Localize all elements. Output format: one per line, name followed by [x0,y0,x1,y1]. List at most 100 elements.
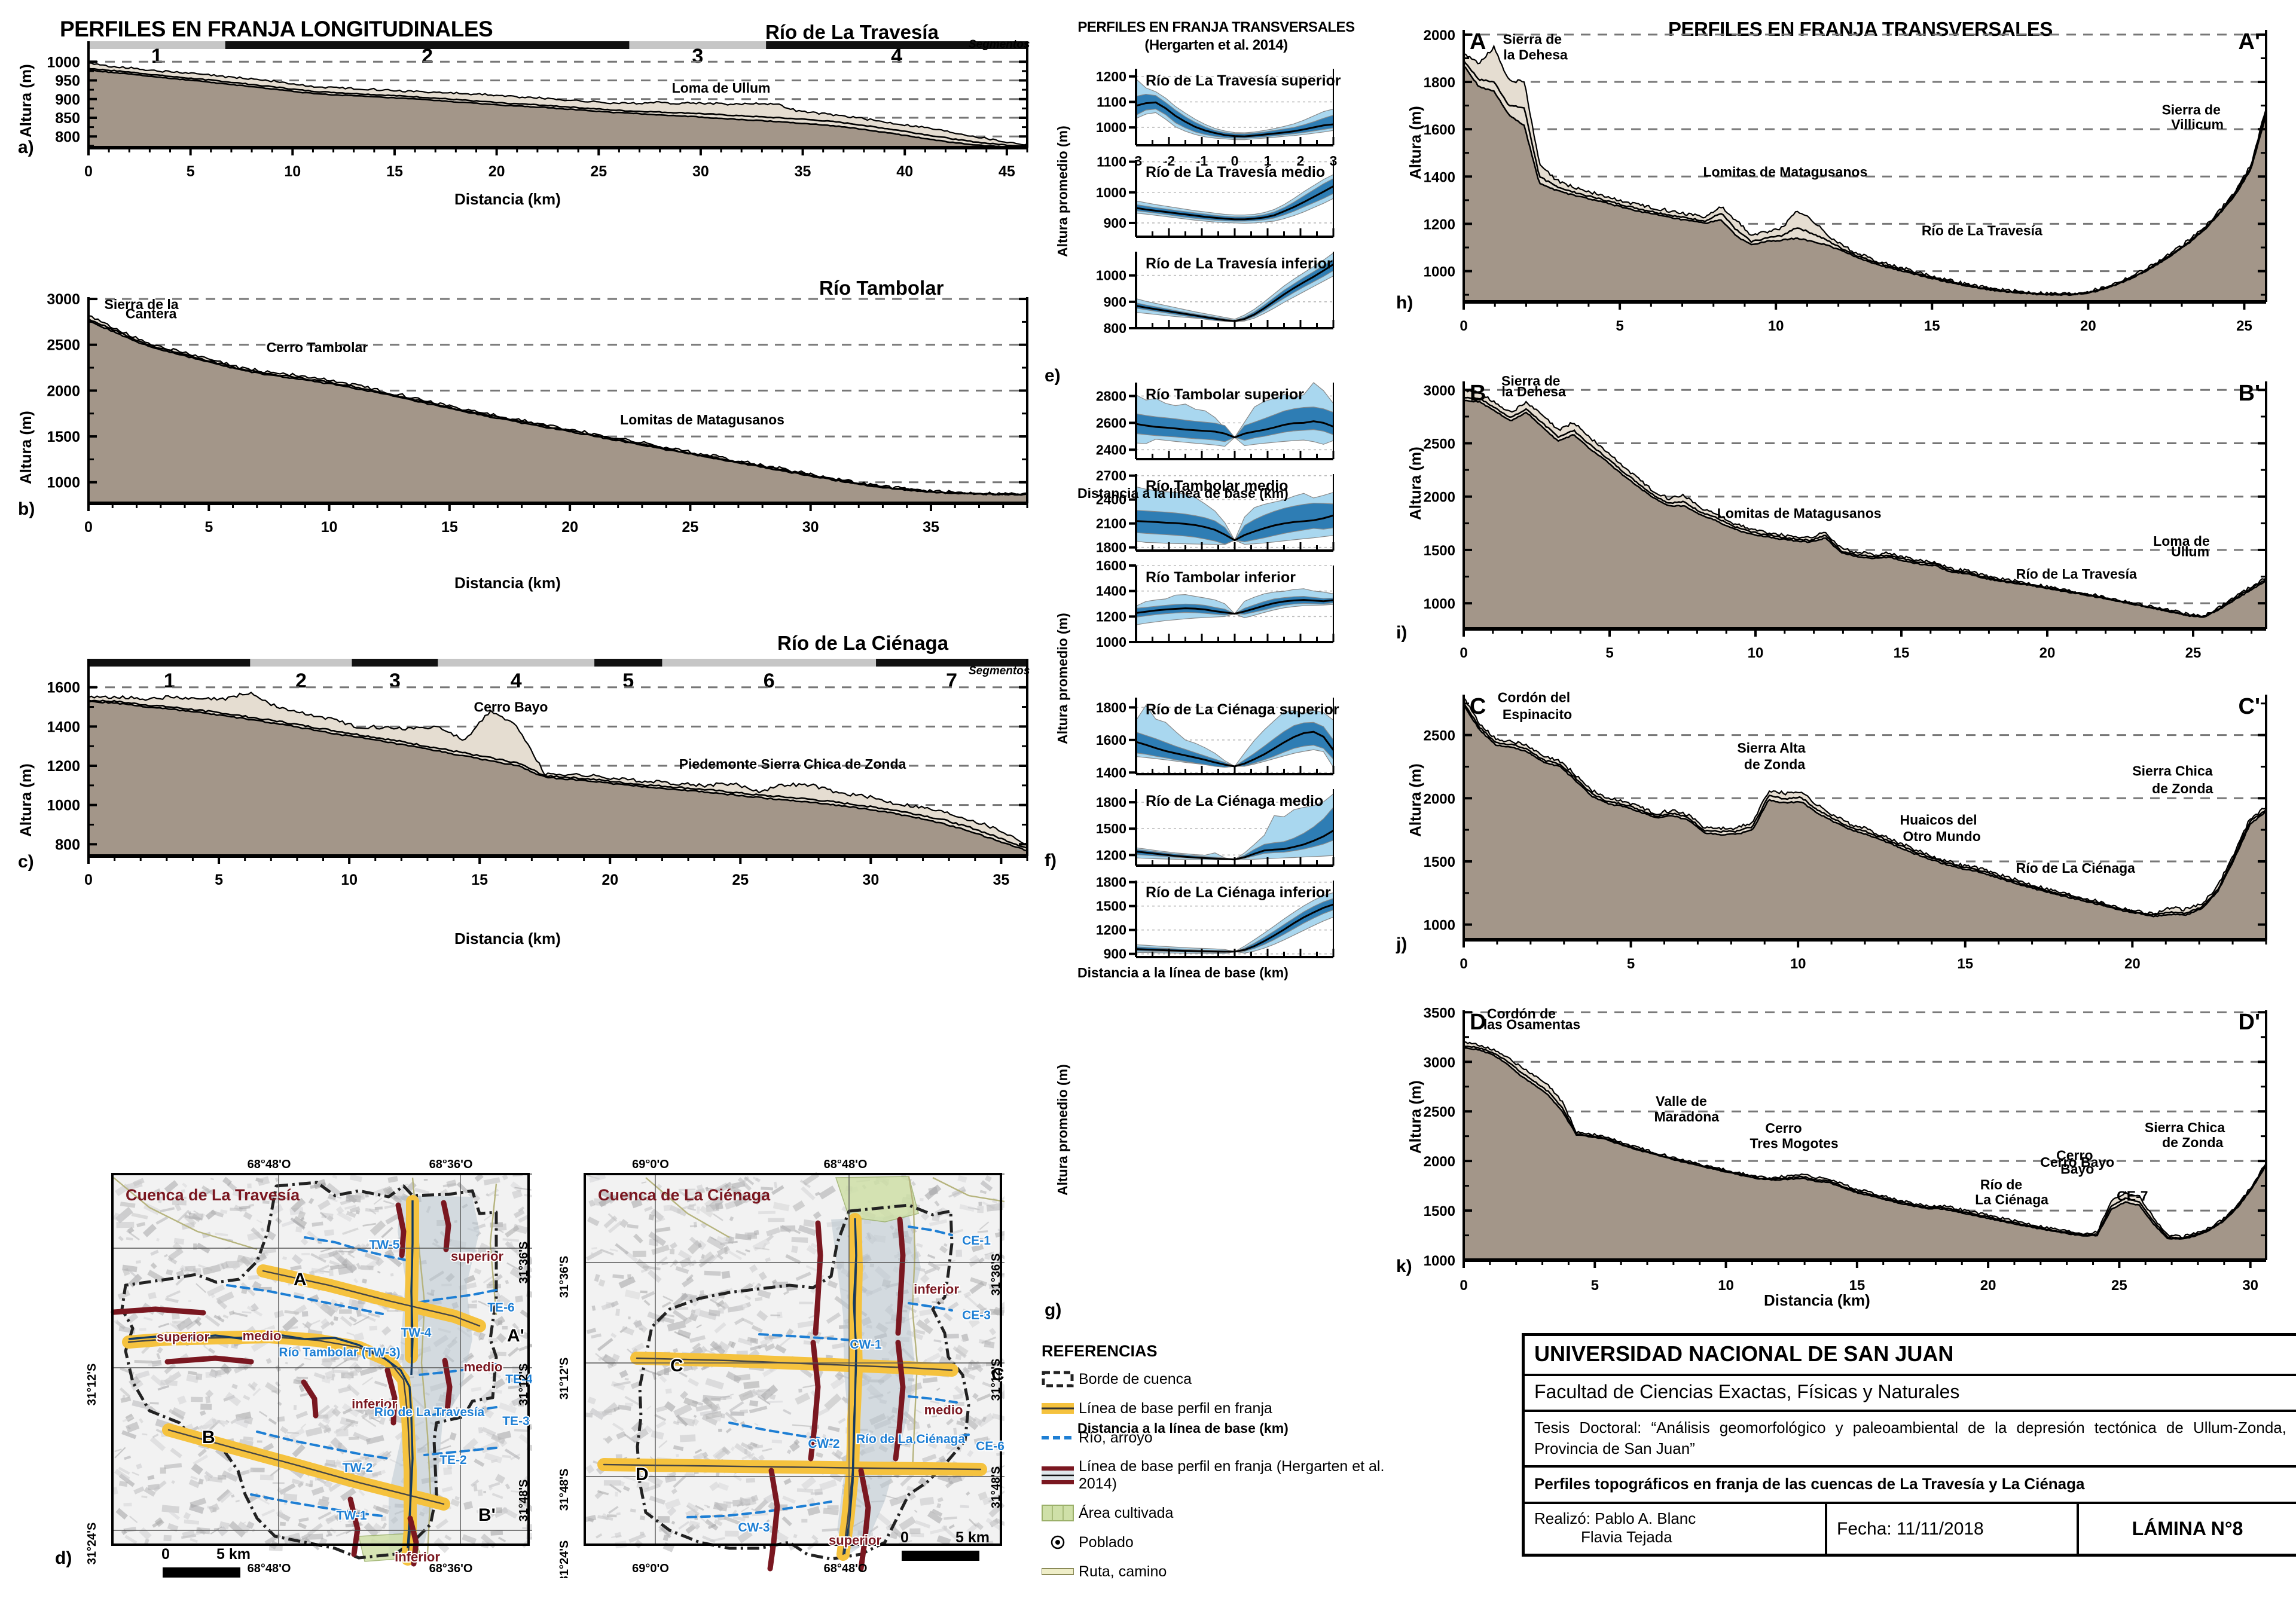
hergarten-subtitle: (Hergarten et al. 2014) [1144,37,1288,53]
svg-text:0: 0 [1460,645,1467,661]
svg-text:1200: 1200 [47,758,80,775]
svg-text:A': A' [507,1326,524,1346]
legend-label-poblado: Poblado [1079,1533,1134,1551]
svg-text:1000: 1000 [1096,185,1126,200]
linea-base-swatch [1042,1399,1079,1417]
map-cienaga-svg[interactable]: Cuenca de La Ciénaga inferior medio superio… [550,1160,1004,1578]
hergarten-title: PERFILES EN FRANJA TRANSVERSALES [1077,19,1355,35]
svg-text:D: D [636,1465,649,1484]
chart-i: 1000 1500 2000 2500 3000 0 5 10 15 20 25 Sierra de l… [1393,365,2296,664]
svg-text:La Ciénaga: La Ciénaga [1975,1191,2048,1207]
tb-faculty-row: Facultad de Ciencias Exactas, Físicas y … [1525,1376,2296,1412]
svg-text:Sierra Chica: Sierra Chica [2145,1120,2225,1135]
chart-k-ylabel: Altura (m) [1406,1080,1424,1154]
map-travesia[interactable]: Cuenca de La Travesía superior medio superi… [78,1160,532,1578]
svg-text:2000: 2000 [47,383,80,399]
svg-text:20: 20 [2080,318,2096,334]
borde-cuenca-swatch [1042,1370,1079,1388]
legend-label-area-cultivada: Área cultivada [1079,1504,1174,1521]
svg-text:31°36'S: 31°36'S [558,1256,571,1298]
poblado-icon [1051,1535,1065,1549]
chart-i-ylabel: Altura (m) [1406,447,1424,520]
svg-text:Río de La Travesía: Río de La Travesía [1922,222,2042,238]
svg-text:medio: medio [243,1328,282,1343]
svg-text:800: 800 [55,129,80,145]
svg-text:0: 0 [84,163,93,180]
herg-ylabel-g: Altura promedio (m) [1055,1064,1070,1196]
svg-text:1400: 1400 [1096,765,1126,780]
rio-arroyo-swatch [1042,1429,1079,1447]
herg-ylabel-e: Altura promedio (m) [1055,126,1070,257]
svg-text:Río de La Travesía superior: Río de La Travesía superior [1146,72,1341,89]
svg-text:Sierra de: Sierra de [1501,373,1560,389]
chart-c-svg: 1 2 3 4 5 6 7 800 1000 1200 1400 1600 0 5 10 15 20 25 30 35… [47,659,1028,888]
svg-text:la Dehesa: la Dehesa [1503,47,1568,62]
chart-a-panel-letter: a) [18,137,34,157]
svg-text:31°24'S: 31°24'S [558,1541,571,1578]
svg-text:2400: 2400 [1096,442,1126,457]
svg-text:2500: 2500 [1424,436,1455,453]
svg-text:Río de La Travesía: Río de La Travesía [374,1405,485,1419]
legend-item-area-cultivada: Área cultivada [1042,1504,1412,1522]
tb-faculty: Facultad de Ciencias Exactas, Físicas y … [1534,1381,1960,1402]
legend-label-linea-base-herg: Línea de base perfil en franja (Hergarte… [1079,1458,1385,1492]
chart-j-panel-letter: j) [1396,934,1407,954]
svg-text:inferior: inferior [914,1282,959,1297]
svg-text:5: 5 [1605,645,1613,661]
svg-text:68°48'O: 68°48'O [248,1160,291,1171]
svg-text:69°0'O: 69°0'O [632,1160,669,1171]
svg-text:Cerro: Cerro [2056,1147,2093,1163]
tb-date-cell: Fecha: 11/11/2018 [1827,1504,2079,1554]
herg-xlabel-e: Distancia a la línea de base (km) [1077,485,1289,501]
longitudinal-title: PERFILES EN FRANJA LONGITUDINALES [60,17,493,41]
svg-text:0: 0 [84,519,93,536]
svg-text:15: 15 [1924,318,1940,334]
svg-text:1500: 1500 [1096,898,1126,914]
svg-text:D': D' [2239,1010,2260,1035]
map-cienaga[interactable]: Cuenca de La Ciénaga inferior medio superio… [550,1160,1004,1578]
svg-text:15: 15 [386,163,403,180]
svg-text:1400: 1400 [1096,583,1126,599]
svg-text:Valle de: Valle de [1656,1093,1707,1109]
svg-text:Loma de Ullum: Loma de Ullum [672,80,771,96]
svg-text:superior: superior [451,1249,503,1264]
svg-text:1500: 1500 [1424,543,1455,559]
map-travesia-svg[interactable]: Cuenca de La Travesía superior medio superi… [78,1160,532,1578]
svg-text:35: 35 [795,163,811,180]
svg-text:68°48'O: 68°48'O [248,1562,291,1575]
svg-text:10: 10 [1790,956,1806,972]
transversal-title: PERFILES EN FRANJA TRANSVERSALES [1668,18,2053,40]
chart-k-svg: 1000 1500 2000 2500 3000 3500 0 5 10 15 20 25 30 Cord… [1424,1005,2267,1294]
svg-text:31°48'S: 31°48'S [517,1480,530,1522]
svg-text:Río Tambolar medio: Río Tambolar medio [1146,478,1288,494]
svg-text:Cordón de: Cordón de [1487,1005,1556,1021]
svg-text:40: 40 [896,163,913,180]
svg-text:Villicum: Villicum [2171,117,2224,132]
svg-text:1000: 1000 [1096,634,1126,650]
chart-b-svg: 1000 1500 2000 2500 3000 0 5 10 15 20 25 30 35 Sierra… [47,291,1028,536]
legend-label-rio-arroyo: Río, arroyo [1079,1429,1153,1446]
svg-text:5 km: 5 km [216,1546,251,1563]
svg-text:0: 0 [161,1546,170,1563]
svg-text:Espinacito: Espinacito [1503,707,1572,722]
svg-text:TW-4: TW-4 [401,1326,432,1340]
svg-text:31°12'S: 31°12'S [558,1358,571,1400]
chart-h-panel-letter: h) [1396,293,1413,313]
svg-text:1200: 1200 [1096,922,1126,938]
svg-text:1800: 1800 [1096,540,1126,555]
legend-item-poblado: Poblado [1042,1533,1412,1551]
svg-text:Río de La Travesía inferior: Río de La Travesía inferior [1146,255,1333,272]
tb-footer-row: Realizó: Pablo A. Blanc Flavia Tejada Fe… [1525,1504,2296,1554]
svg-text:5: 5 [622,670,634,692]
svg-text:B: B [202,1428,215,1447]
tb-university-row: UNIVERSIDAD NACIONAL DE SAN JUAN [1525,1336,2296,1376]
svg-text:Cerro: Cerro [1765,1120,1802,1136]
svg-text:-2: -2 [1163,153,1175,169]
svg-text:950: 950 [55,73,80,90]
legend-title: REFERENCIAS [1042,1342,1158,1360]
chart-b-xlabel: Distancia (km) [454,574,561,592]
map-panel-letter: d) [55,1548,72,1568]
svg-text:Cerro Bayo: Cerro Bayo [474,699,548,715]
svg-text:2500: 2500 [1424,1104,1455,1120]
